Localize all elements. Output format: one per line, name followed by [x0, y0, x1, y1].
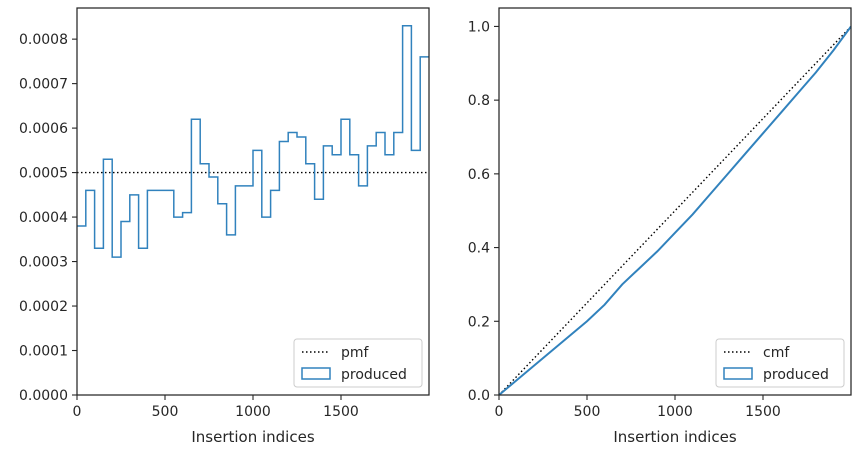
- x-tick-label: 1500: [323, 404, 359, 420]
- x-tick-label: 0: [495, 404, 504, 420]
- legend-label-produced: produced: [341, 367, 407, 383]
- y-tick-label: 0.0005: [19, 166, 68, 182]
- legend-swatch-produced: [723, 367, 753, 380]
- x-axis-label: Insertion indices: [613, 428, 736, 446]
- legend-swatch-produced: [301, 367, 331, 380]
- y-tick-label: 0.0003: [19, 255, 68, 271]
- right-chart-cmf: 0 500 1000 1500 0.0 0.2 0.4 0.6 0.8 1.0 Insertion …: [468, 7, 852, 446]
- y-tick-label: 0.8: [468, 93, 490, 109]
- x-tick-label: 1000: [657, 404, 693, 420]
- legend-box: [715, 338, 845, 388]
- y-tick-label: 0.0: [468, 388, 490, 404]
- legend-label-pmf: pmf: [341, 345, 370, 361]
- y-tick-label: 0.0008: [19, 32, 68, 48]
- y-tick-label: 0.4: [468, 241, 490, 257]
- y-tick-label: 0.0001: [19, 344, 68, 360]
- left-chart-pmf: 0 500 1000 1500 0.0000 0.0001 0.0002 0.0003 0.00…: [19, 7, 430, 446]
- x-tick-label: 1000: [235, 404, 271, 420]
- y-tick-label: 0.0007: [19, 77, 68, 93]
- x-axis-label: Insertion indices: [191, 428, 314, 446]
- y-tick-label: 0.6: [468, 167, 490, 183]
- series-produced-line: [77, 25, 429, 258]
- legend-box: [293, 338, 423, 388]
- x-tick-label: 500: [152, 404, 179, 420]
- y-tick-label: 0.0006: [19, 121, 68, 137]
- y-tick-label: 0.0002: [19, 299, 68, 315]
- legend: cmf produced: [715, 338, 845, 388]
- x-tick-label: 0: [73, 404, 82, 420]
- legend: pmf produced: [293, 338, 423, 388]
- x-tick-label: 1500: [745, 404, 781, 420]
- legend-label-cmf: cmf: [763, 345, 790, 361]
- legend-label-produced: produced: [763, 367, 829, 383]
- x-tick-label: 500: [574, 404, 601, 420]
- series-produced-line: [499, 25, 851, 395]
- plot-area: [77, 25, 429, 258]
- series-cmf-line: [499, 25, 851, 395]
- y-tick-label: 0.2: [468, 314, 490, 330]
- y-tick-label: 1.0: [468, 19, 490, 35]
- plot-area: [499, 25, 851, 395]
- y-tick-label: 0.0000: [19, 388, 68, 404]
- y-tick-label: 0.0004: [19, 210, 68, 226]
